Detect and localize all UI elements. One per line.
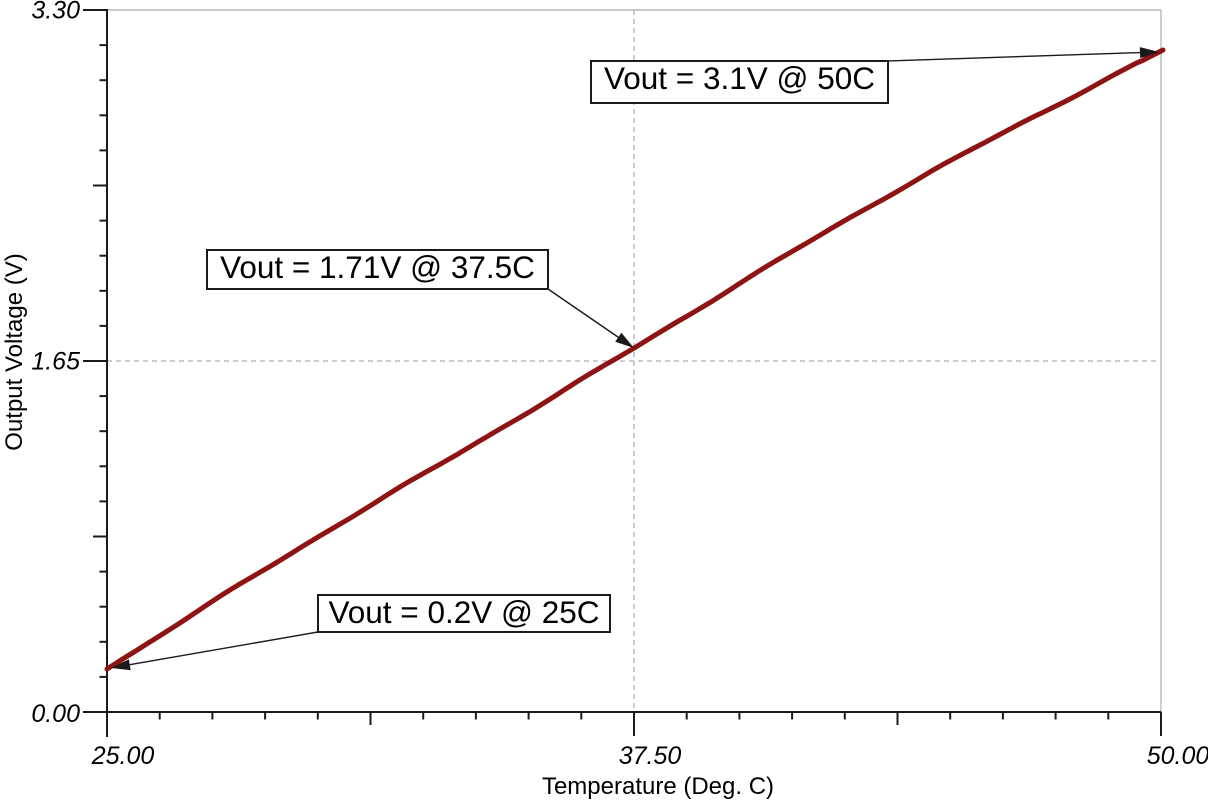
svg-text:Vout = 1.71V @ 37.5C: Vout = 1.71V @ 37.5C [220, 249, 535, 285]
svg-text:0.00: 0.00 [31, 700, 80, 728]
svg-text:50.00: 50.00 [1147, 742, 1208, 770]
svg-text:Vout = 3.1V @ 50C: Vout = 3.1V @ 50C [604, 60, 875, 96]
svg-text:Output Voltage (V): Output Voltage (V) [1, 253, 28, 450]
svg-text:25.00: 25.00 [91, 742, 155, 770]
svg-text:Temperature (Deg. C): Temperature (Deg. C) [542, 773, 774, 800]
svg-text:1.65: 1.65 [31, 348, 80, 376]
svg-text:37.50: 37.50 [619, 742, 682, 770]
svg-text:3.30: 3.30 [31, 0, 80, 25]
svg-text:Vout = 0.2V @ 25C: Vout = 0.2V @ 25C [328, 594, 599, 630]
